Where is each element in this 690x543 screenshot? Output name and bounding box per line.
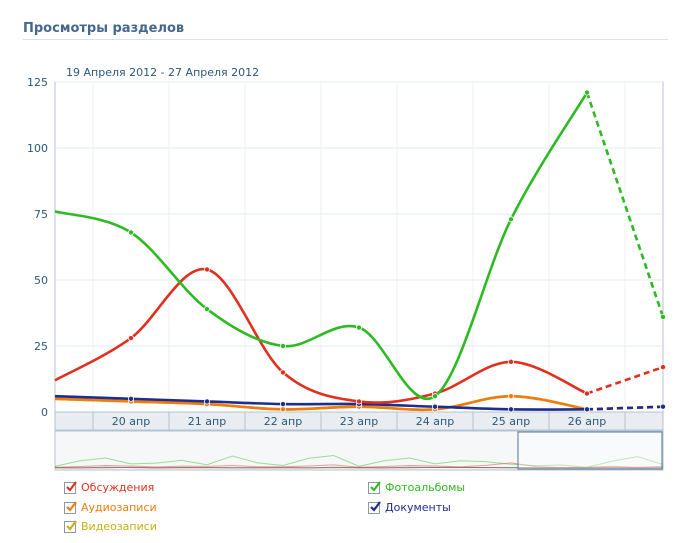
checkbox-dokumenty[interactable] [368,500,381,514]
legend-label: Документы [385,501,451,514]
navigator-line [54,466,664,469]
data-point [203,398,210,405]
navigator [54,430,664,471]
data-point [584,89,591,96]
data-point [584,406,591,413]
data-point [127,229,134,236]
data-point [507,393,514,400]
legend-label: Видеозаписи [81,520,157,533]
x-tick-label: 20 апр [112,415,150,428]
navigator-line [54,466,664,469]
data-point [431,393,438,400]
check-icon [66,519,77,531]
series-4 [54,394,667,413]
data-point [127,395,134,402]
navigator-line [54,466,664,469]
series-3 [54,89,667,401]
y-tick-label: 50 [34,274,48,287]
check-icon [370,500,381,512]
legend-item-videozapisi[interactable]: Видеозаписи [64,519,157,533]
x-tick-label: 21 апр [188,415,226,428]
x-tick-label: 26 апр [568,415,606,428]
legend-label: Фотоальбомы [385,481,466,494]
date-range: 19 Апреля 2012 - 27 Апреля 2012 [66,66,260,79]
data-point [127,335,134,342]
check-icon [66,500,77,512]
x-tick-label: 25 апр [492,415,530,428]
y-tick-label: 100 [27,142,48,155]
data-point [660,403,667,410]
data-point [660,313,667,320]
y-tick-label: 0 [41,406,48,419]
section-title: Просмотры разделов [23,21,185,36]
y-tick-label: 125 [27,76,48,89]
data-point [584,390,591,397]
data-point [279,342,286,349]
checkbox-fotoalbomy[interactable] [368,480,381,494]
series-line-forecast [586,365,664,395]
navigator-line [54,462,664,469]
data-point [507,216,514,223]
series-line [54,394,588,411]
y-tick-label: 25 [34,340,48,353]
navigator-selection [517,431,663,470]
data-point [203,266,210,273]
x-tick-label: 24 апр [416,415,454,428]
data-point [279,406,286,413]
data-point [355,398,362,405]
legend-label: Обсуждения [81,481,155,494]
x-tick-label: 22 апр [264,415,302,428]
checkbox-audiozapisi[interactable] [64,500,77,514]
legend-label: Аудиозаписи [81,501,157,514]
data-point [279,401,286,408]
check-icon [66,480,77,492]
series-line-forecast [586,405,664,411]
plot-area [54,81,664,413]
data-point [507,358,514,365]
legend-item-obsuzhdeniya[interactable]: Обсуждения [64,480,155,494]
legend-item-audiozapisi[interactable]: Аудиозаписи [64,500,157,514]
legend-item-dokumenty[interactable]: Документы [368,500,451,514]
x-axis-band [54,411,664,431]
check-icon [370,480,381,492]
checkbox-videozapisi[interactable] [64,519,77,533]
data-point [279,369,286,376]
data-point [660,364,667,371]
series-line [54,268,588,404]
x-tick-label: 23 апр [340,415,378,428]
data-point [431,403,438,410]
data-point [355,324,362,331]
checkbox-obsuzhdeniya[interactable] [64,480,77,494]
data-point [203,306,210,313]
series-line [54,394,588,412]
legend-item-fotoalbomy[interactable]: Фотоальбомы [368,480,466,494]
navigator-line [54,454,664,468]
section-divider [23,39,668,40]
data-point [507,406,514,413]
y-tick-label: 75 [34,208,48,221]
series-0 [54,266,667,405]
